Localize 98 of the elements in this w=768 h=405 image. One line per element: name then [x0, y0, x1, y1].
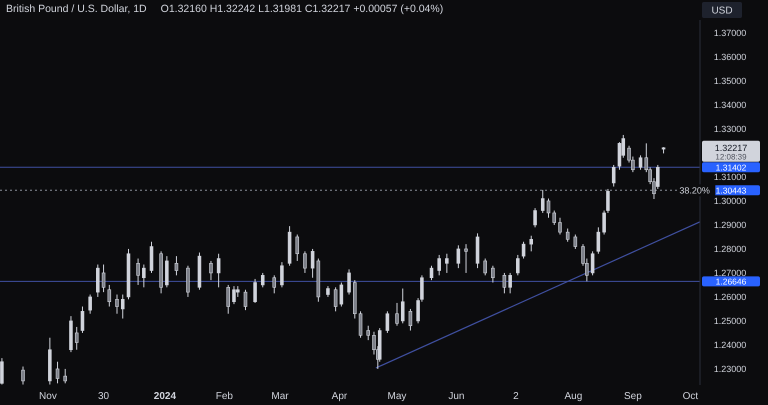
candlestick: [400, 288, 405, 324]
y-tick-label: 1.33000: [714, 124, 746, 134]
candlestick: [540, 189, 545, 214]
candlestick: [430, 265, 434, 281]
text: USD: [711, 6, 733, 16]
candlestick: [272, 274, 276, 294]
candlestick: [516, 254, 520, 276]
x-tick-label: Feb: [216, 391, 234, 402]
x-tick-label: 2024: [154, 391, 176, 402]
candlestick: [612, 164, 616, 188]
x-tick-label: 30: [98, 391, 110, 402]
candlestick: [88, 294, 92, 314]
candlestick: [546, 198, 550, 218]
candlestick: [150, 241, 154, 274]
candlestick: [80, 306, 84, 334]
candlestick: [303, 250, 307, 274]
candlestick: [408, 308, 412, 332]
x-tick-label: May: [388, 391, 406, 402]
annotation: 38.20%: [679, 185, 710, 196]
candlestick: [186, 265, 190, 298]
candlestick: [165, 256, 169, 288]
ref-line-label: 1.31402: [716, 162, 747, 172]
candlestick: [366, 325, 370, 341]
candlestick: [522, 241, 526, 260]
y-tick-label: 1.34000: [714, 100, 746, 110]
candlestick: [395, 302, 399, 326]
candlestick: [566, 228, 570, 242]
candlestick: [533, 208, 537, 228]
candlestick: [464, 244, 468, 274]
y-tick-label: 1.26000: [714, 292, 746, 302]
candlestick: [508, 272, 512, 294]
candlestick: [102, 264, 106, 293]
candlestick: [340, 282, 344, 308]
x-tick-label: Jun: [448, 391, 464, 402]
x-tick-label: Oct: [682, 391, 698, 402]
candlestick: [244, 289, 248, 311]
candlestick: [136, 258, 140, 286]
y-tick-label: 1.25000: [714, 316, 746, 326]
y-tick-label: 1.29000: [714, 220, 746, 230]
y-tick-label: 1.27000: [714, 268, 746, 278]
candlestick: [358, 310, 362, 338]
y-tick-label: 1.31000: [714, 172, 746, 182]
candlestick: [552, 210, 556, 226]
ref-line-label: 1.30443: [716, 185, 747, 196]
x-tick-label: Sep: [624, 391, 642, 402]
candlestick: [63, 368, 67, 384]
candlestick: [334, 286, 338, 312]
candlestick: [295, 234, 300, 262]
candlestick: [491, 265, 495, 284]
candlestick: [216, 253, 220, 288]
candlestick: [74, 326, 78, 350]
x-tick-label: 2: [513, 391, 520, 402]
chart-title: British Pound / U.S. Dollar, 1D: [6, 3, 148, 15]
candlestick: [310, 248, 314, 278]
candlestick: [260, 272, 265, 288]
candlestick: [120, 294, 125, 320]
x-tick-label: Aug: [564, 391, 582, 402]
candlestick: [96, 264, 100, 298]
candlestick: [226, 284, 230, 314]
y-tick-label: 1.30000: [714, 196, 746, 206]
x-tick-label: Mar: [271, 391, 290, 402]
candlestick: [253, 278, 257, 304]
chart-subtitle: O1.32160 H1.32242 L1.31981 C1.32217 +0.00057 (+0.04%): [160, 3, 444, 15]
candlestick: [142, 264, 146, 288]
y-tick-label: 1.37000: [714, 28, 746, 38]
ref-line-label: 1.26646: [716, 276, 747, 286]
candlestick: [209, 260, 213, 281]
candlestick: [445, 253, 449, 274]
candlestick: [596, 226, 600, 254]
text: 12:08:39: [715, 152, 748, 162]
candlestick: [115, 294, 119, 314]
candlestick: [638, 154, 642, 170]
candlestick: [529, 235, 534, 252]
x-tick-label: Apr: [332, 391, 348, 402]
candlestick: [326, 286, 330, 298]
y-tick-label: 1.36000: [714, 52, 746, 62]
candlestick: [108, 284, 112, 308]
candlestick: [0, 358, 4, 385]
text: 1.32217: [714, 142, 748, 153]
candlestick: [590, 250, 594, 276]
candlestick: [502, 272, 506, 294]
candlestick: [574, 234, 578, 250]
candlestick: [347, 268, 351, 296]
candlestick: [174, 256, 178, 276]
y-tick-label: 1.28000: [714, 244, 746, 254]
candlestick: [232, 286, 236, 305]
candlestick: [56, 361, 60, 384]
candlestick: [437, 254, 441, 276]
candlestick: [558, 217, 562, 236]
candlestick: [21, 366, 25, 385]
y-tick-label: 1.23000: [714, 364, 746, 374]
candlestick: [456, 244, 460, 269]
x-tick-label: Nov: [39, 391, 57, 402]
y-tick-label: 1.24000: [714, 340, 746, 350]
y-tick-label: 1.35000: [714, 76, 746, 86]
candlestick: [280, 262, 284, 288]
candlestick: [386, 310, 390, 334]
candlestick: [483, 258, 487, 276]
